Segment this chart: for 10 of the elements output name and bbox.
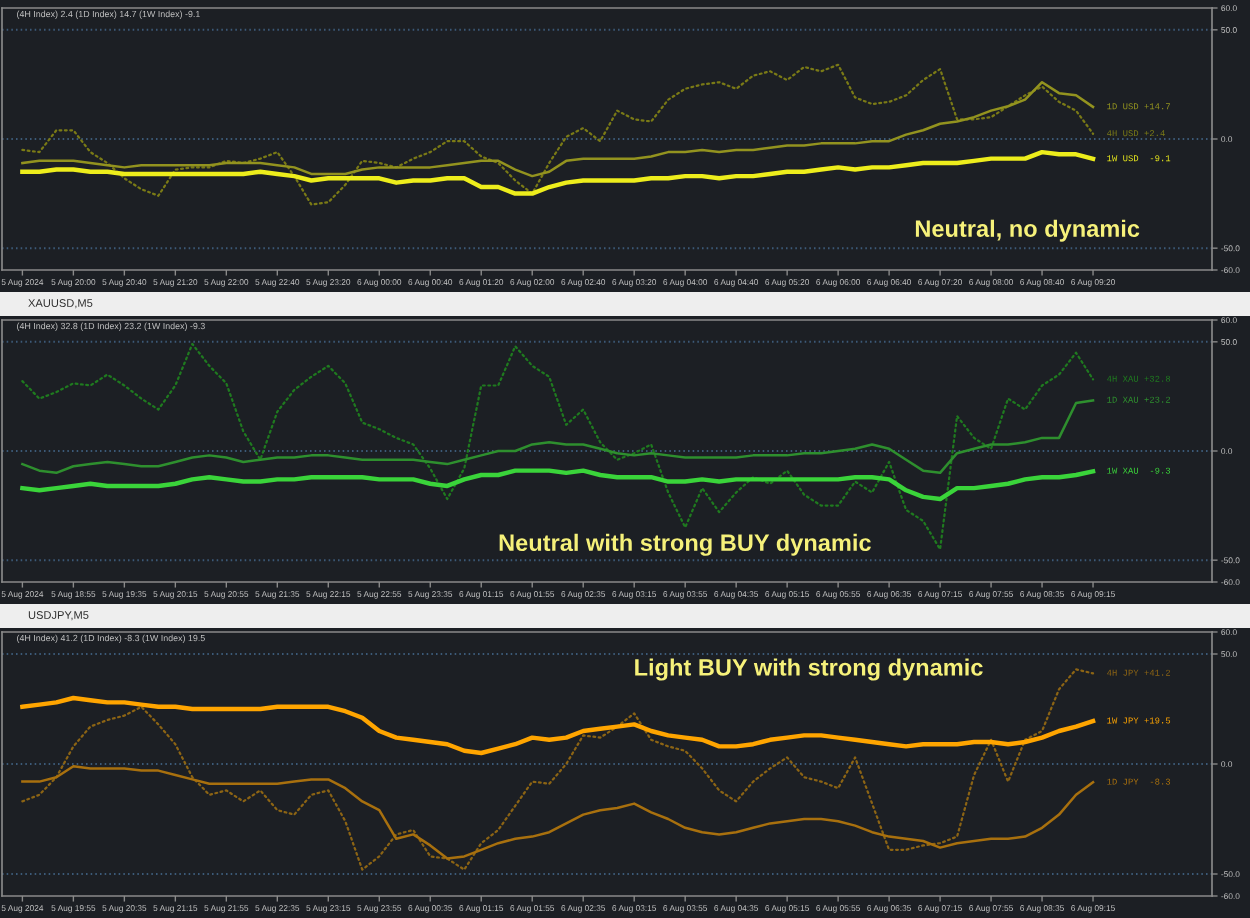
line-series [21, 63, 1095, 206]
line-series [21, 764, 1095, 860]
line-series [20, 695, 1096, 756]
annotation: Neutral with strong BUY dynamic [499, 533, 871, 556]
line-series [21, 399, 1095, 475]
annotation: Light BUY with strong dynamic [635, 658, 983, 681]
line-series [20, 468, 1096, 502]
annotation: Neutral, no dynamic [915, 219, 1140, 242]
line-series [21, 80, 1095, 178]
line-series [20, 149, 1096, 196]
